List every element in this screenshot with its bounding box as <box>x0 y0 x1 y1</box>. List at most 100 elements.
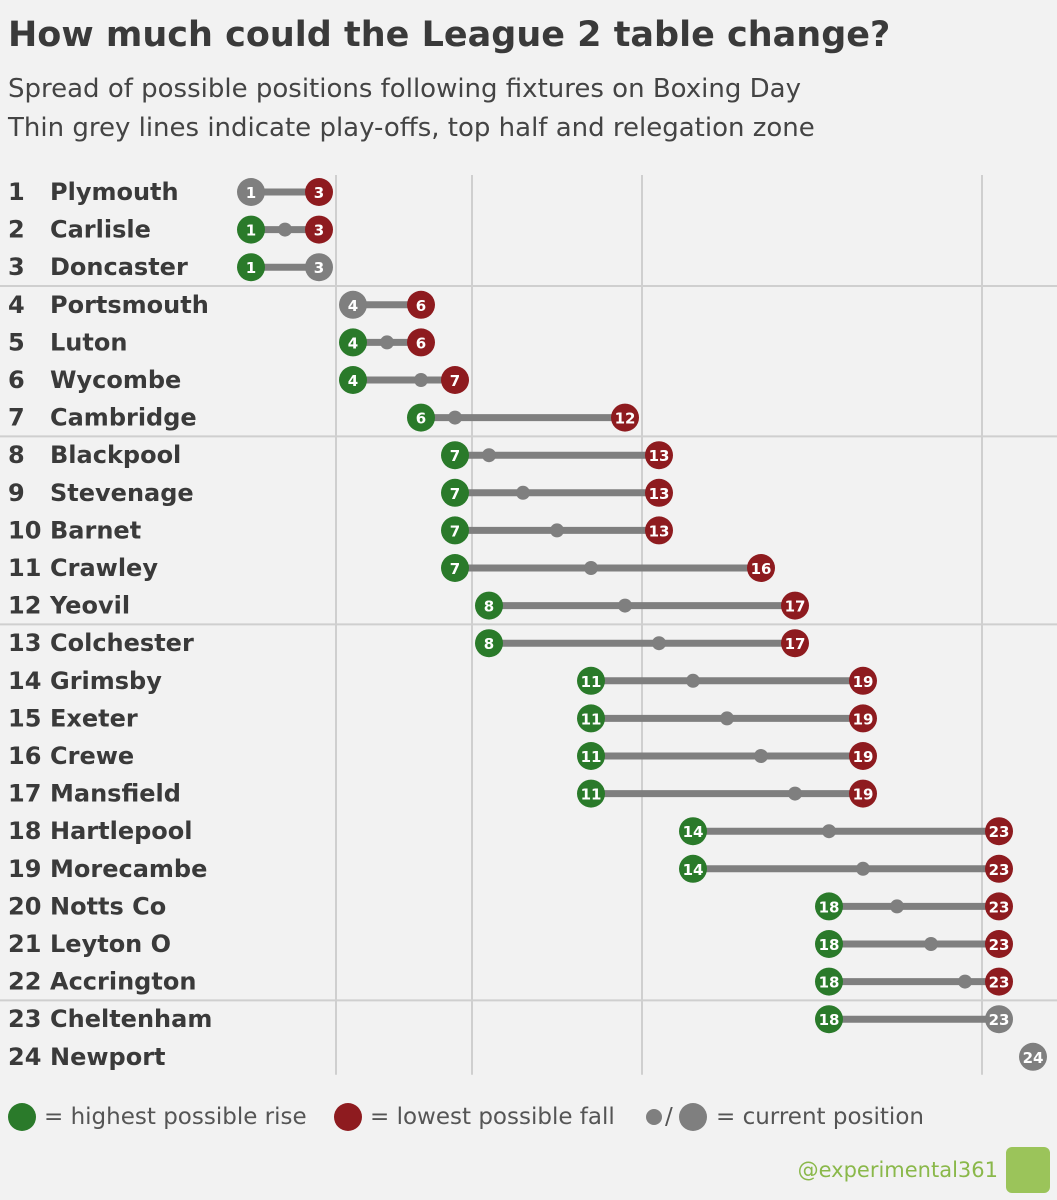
current-dot <box>788 786 802 801</box>
best-dot <box>339 366 367 394</box>
best-dot <box>407 403 435 432</box>
worst-dot <box>305 215 333 244</box>
best-label: 18 <box>819 1011 840 1029</box>
row-position: 17 <box>8 780 41 808</box>
worst-label: 23 <box>989 974 1010 992</box>
worst-label: 6 <box>416 297 426 315</box>
worst-dot <box>781 591 809 620</box>
row-position: 22 <box>8 968 41 996</box>
worst-label: 3 <box>314 184 324 202</box>
row-name: Stevenage <box>50 479 194 507</box>
worst-label: 23 <box>989 936 1010 954</box>
current-dot <box>686 673 700 688</box>
row-position: 8 <box>8 441 25 469</box>
worst-dot <box>849 704 877 733</box>
best-label: 11 <box>581 673 602 691</box>
best-label: 7 <box>450 560 460 578</box>
best-dot <box>475 629 503 658</box>
worst-dot <box>407 290 435 319</box>
row-position: 4 <box>8 291 25 319</box>
worst-label: 19 <box>853 673 874 691</box>
worst-dot <box>781 629 809 658</box>
best-label: 7 <box>450 522 460 540</box>
best-dot <box>441 516 469 545</box>
best-dot <box>237 215 265 244</box>
worst-dot <box>645 441 673 470</box>
best-dot <box>441 554 469 582</box>
current-dot <box>856 861 870 876</box>
row-name: Blackpool <box>50 441 181 469</box>
best-dot <box>339 290 367 319</box>
best-dot <box>815 967 843 996</box>
row-name: Accrington <box>50 968 196 996</box>
best-label: 14 <box>683 861 704 879</box>
best-dot <box>815 1005 843 1034</box>
best-dot <box>237 178 265 206</box>
row-position: 6 <box>8 366 25 394</box>
current-dot <box>380 335 394 350</box>
row-name: Doncaster <box>50 253 188 281</box>
row-position: 3 <box>8 253 25 281</box>
worst-dot <box>305 178 333 206</box>
best-label: 6 <box>416 410 426 428</box>
worst-dot <box>305 253 333 282</box>
best-label: 18 <box>819 936 840 954</box>
best-dot <box>441 441 469 470</box>
row-position: 7 <box>8 404 25 432</box>
row-position: 15 <box>8 704 41 732</box>
row-name: Leyton O <box>50 930 171 958</box>
row-position: 16 <box>8 742 41 770</box>
best-dot <box>679 817 707 846</box>
worst-dot <box>747 554 775 582</box>
worst-label: 7 <box>450 372 460 390</box>
worst-dot <box>849 742 877 770</box>
current-dot <box>720 711 734 726</box>
worst-dot <box>985 1005 1013 1034</box>
best-label: 11 <box>581 710 602 728</box>
row-name: Cambridge <box>50 404 197 432</box>
row-position: 23 <box>8 1005 41 1033</box>
best-dot <box>237 253 265 282</box>
row-name: Hartlepool <box>50 817 192 845</box>
worst-dot <box>849 666 877 695</box>
current-dot <box>584 561 598 575</box>
best-label: 14 <box>683 823 704 841</box>
subtitle: Spread of possible positions following f… <box>8 74 801 104</box>
best-dot <box>679 854 707 883</box>
best-label: 11 <box>581 786 602 804</box>
row-position: 2 <box>8 216 25 244</box>
legend-label: / <box>665 1104 673 1130</box>
best-dot <box>815 892 843 921</box>
current-dot <box>822 824 836 839</box>
source: @experimental361 <box>798 1158 998 1182</box>
best-label: 24 <box>1023 1049 1044 1067</box>
legend-current-small <box>646 1109 662 1125</box>
row-name: Crewe <box>50 742 134 770</box>
best-label: 11 <box>581 748 602 766</box>
best-label: 4 <box>348 297 358 315</box>
best-label: 7 <box>450 447 460 465</box>
worst-dot <box>441 366 469 394</box>
row-position: 14 <box>8 667 41 695</box>
best-label: 1 <box>246 184 256 202</box>
worst-label: 6 <box>416 334 426 352</box>
row-name: Yeovil <box>49 592 130 620</box>
current-dot <box>754 749 768 763</box>
best-label: 1 <box>246 222 256 240</box>
row-position: 10 <box>8 516 41 544</box>
row-name: Crawley <box>50 554 158 582</box>
row-name: Morecambe <box>50 855 207 883</box>
worst-label: 23 <box>989 898 1010 916</box>
row-name: Mansfield <box>50 780 181 808</box>
best-dot <box>441 478 469 507</box>
row-position: 21 <box>8 930 41 958</box>
chart-title: How much could the League 2 table change… <box>8 15 890 55</box>
best-label: 18 <box>819 898 840 916</box>
best-label: 4 <box>348 334 358 352</box>
legend-label: = current position <box>716 1104 924 1130</box>
worst-label: 13 <box>649 447 670 465</box>
logo <box>1006 1147 1050 1193</box>
row-position: 11 <box>8 554 41 582</box>
legend-current <box>679 1103 707 1131</box>
row-name: Portsmouth <box>50 291 209 319</box>
